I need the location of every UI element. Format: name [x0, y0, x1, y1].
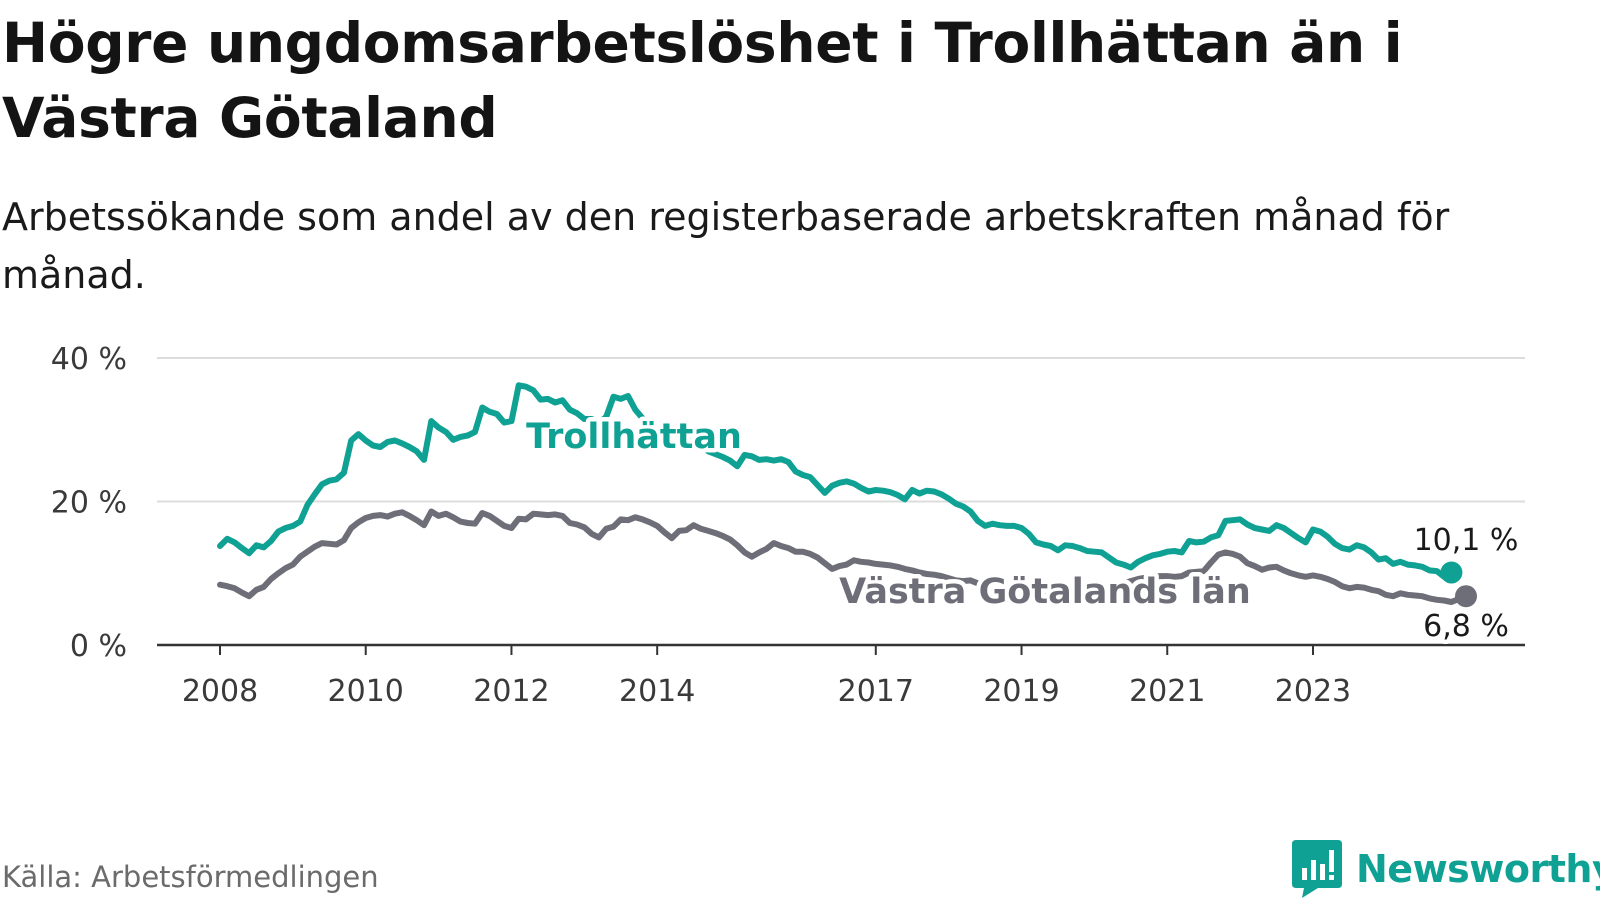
y-tick-label: 0 %: [70, 629, 127, 664]
x-tick-label: 2012: [473, 674, 549, 709]
y-axis-ticks: 0 % 20 % 40 %: [51, 342, 127, 664]
y-tick-label: 40 %: [51, 342, 127, 377]
x-tick-label: 2014: [619, 674, 695, 709]
newsworthy-logo-icon: [1292, 840, 1342, 898]
svg-text:Trollhättan: Trollhättan: [526, 417, 742, 457]
series-label-vastra-gotaland: Västra Götalands län: [839, 572, 1251, 612]
x-tick-label: 2008: [182, 674, 258, 709]
end-value-label-vastra-gotaland: 6,8 %: [1423, 609, 1509, 644]
x-tick-label: 2010: [328, 674, 404, 709]
brand-name: Newsworthy: [1356, 847, 1600, 891]
series-line-vastra-gotaland: [217, 508, 1469, 605]
x-tick-label: 2021: [1129, 674, 1205, 709]
series-line-trollhattan: [217, 382, 1455, 580]
svg-text:6,8 %: 6,8 %: [1423, 609, 1509, 644]
x-tick-label: 2019: [983, 674, 1059, 709]
series-label-trollhattan: Trollhättan: [526, 417, 742, 457]
x-tick-label: 2017: [838, 674, 914, 709]
svg-text:Västra Götalands län: Västra Götalands län: [839, 572, 1251, 612]
chart-title: Högre ungdomsarbetslöshet i Trollhättan …: [2, 11, 1403, 150]
brand-logo: Newsworthy: [1292, 840, 1600, 898]
svg-text:10,1 %: 10,1 %: [1414, 523, 1519, 558]
end-point-vastra-gotaland: [1455, 585, 1477, 608]
x-axis-ticks: 2008 2010 2012 2014 2017 2019 2021 2023: [182, 645, 1351, 709]
source-credit: Källa: Arbetsförmedlingen: [2, 860, 379, 894]
gridlines: [157, 357, 1525, 647]
end-value-label-trollhattan: 10,1 %: [1414, 523, 1519, 558]
y-tick-label: 20 %: [51, 486, 127, 521]
chart-subtitle: Arbetssökande som andel av den registerb…: [2, 195, 1450, 297]
series-lines: [217, 382, 1477, 608]
x-tick-label: 2023: [1275, 674, 1351, 709]
end-point-trollhattan: [1440, 561, 1463, 584]
